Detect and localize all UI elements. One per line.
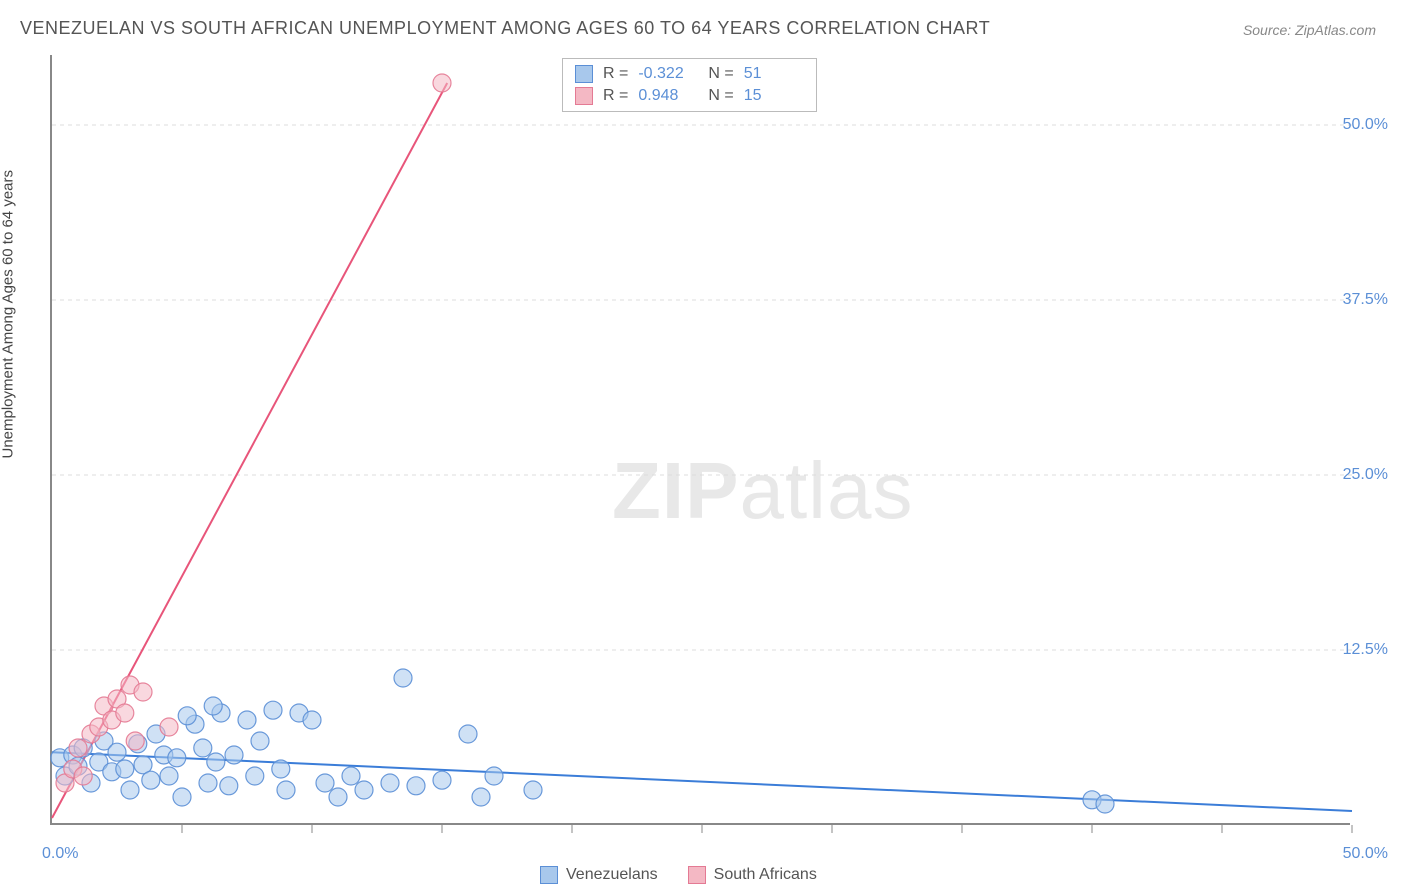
legend-swatch xyxy=(540,866,558,884)
y-tick-label: 50.0% xyxy=(1343,116,1388,134)
stats-swatch xyxy=(575,65,593,83)
stat-n-label: N = xyxy=(708,87,733,105)
stat-n-value: 51 xyxy=(744,65,804,83)
y-axis-label: Unemployment Among Ages 60 to 64 years xyxy=(0,170,17,459)
chart-container: VENEZUELAN VS SOUTH AFRICAN UNEMPLOYMENT… xyxy=(0,0,1406,892)
y-tick-label: 12.5% xyxy=(1343,641,1388,659)
y-tick-label: 25.0% xyxy=(1343,466,1388,484)
stats-row: R = -0.322 N = 51 xyxy=(575,63,804,85)
stat-r-label: R = xyxy=(603,65,628,83)
x-end-label: 50.0% xyxy=(1343,845,1388,863)
chart-title: VENEZUELAN VS SOUTH AFRICAN UNEMPLOYMENT… xyxy=(20,18,990,39)
stats-row: R = 0.948 N = 15 xyxy=(575,85,804,107)
legend-label: South Africans xyxy=(714,866,817,884)
plot-area: ZIPatlas xyxy=(50,55,1350,825)
stats-box: R = -0.322 N = 51 R = 0.948 N = 15 xyxy=(562,58,817,112)
stat-r-value: 0.948 xyxy=(638,87,698,105)
legend-item: South Africans xyxy=(688,866,817,884)
y-tick-label: 37.5% xyxy=(1343,291,1388,309)
stats-swatch xyxy=(575,87,593,105)
stat-r-label: R = xyxy=(603,87,628,105)
legend: Venezuelans South Africans xyxy=(540,866,817,884)
scatter-svg xyxy=(52,55,1352,825)
legend-label: Venezuelans xyxy=(566,866,658,884)
stat-n-label: N = xyxy=(708,65,733,83)
stat-n-value: 15 xyxy=(744,87,804,105)
legend-item: Venezuelans xyxy=(540,866,658,884)
source-attribution: Source: ZipAtlas.com xyxy=(1243,22,1376,38)
stat-r-value: -0.322 xyxy=(638,65,698,83)
legend-swatch xyxy=(688,866,706,884)
x-origin-label: 0.0% xyxy=(42,845,78,863)
